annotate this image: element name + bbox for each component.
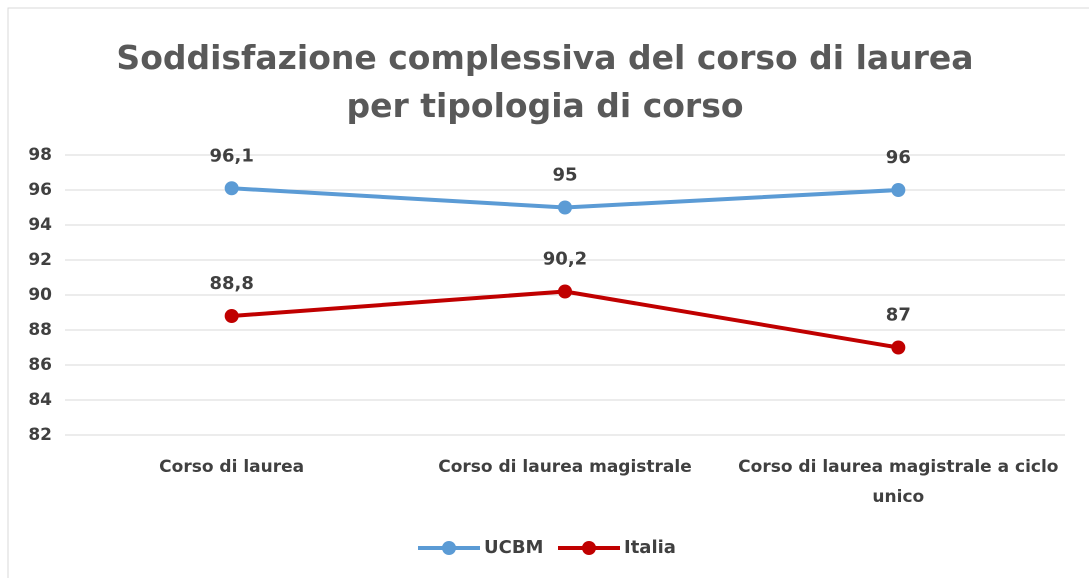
data-label: 96,1 bbox=[209, 145, 253, 166]
y-tick-label: 84 bbox=[28, 390, 52, 410]
y-tick-label: 92 bbox=[28, 250, 52, 270]
legend-marker bbox=[442, 541, 456, 555]
data-point bbox=[558, 200, 572, 215]
data-point bbox=[558, 284, 572, 299]
y-tick-label: 96 bbox=[28, 180, 52, 200]
data-label: 96 bbox=[886, 147, 911, 168]
data-point bbox=[891, 340, 906, 355]
y-tick-label: 82 bbox=[28, 425, 52, 445]
series-line bbox=[231, 289, 899, 350]
data-label: 95 bbox=[552, 165, 577, 186]
y-tick-label: 98 bbox=[28, 145, 52, 165]
data-point bbox=[224, 181, 239, 196]
chart-border bbox=[7, 7, 1089, 578]
chart-title: Soddisfazione complessiva del corso di l… bbox=[116, 38, 974, 125]
y-tick-label: 86 bbox=[28, 355, 52, 375]
data-label: 90,2 bbox=[543, 249, 587, 270]
data-label: 87 bbox=[886, 305, 911, 326]
data-label: 88,8 bbox=[209, 273, 253, 294]
y-tick-label: 94 bbox=[28, 215, 52, 235]
data-point bbox=[224, 309, 239, 323]
legend-label: UCBM bbox=[484, 537, 543, 558]
x-tick-label: Corso di laurea bbox=[159, 457, 305, 477]
y-tick-label: 88 bbox=[28, 320, 52, 340]
x-tick-label: Corso di laurea magistrale a ciclo unico bbox=[738, 457, 1059, 507]
legend-marker bbox=[582, 541, 596, 555]
x-tick-label: Corso di laurea magistrale bbox=[438, 457, 692, 477]
data-point bbox=[891, 183, 906, 197]
y-tick-label: 90 bbox=[28, 285, 52, 305]
legend-label: Italia bbox=[624, 537, 676, 558]
